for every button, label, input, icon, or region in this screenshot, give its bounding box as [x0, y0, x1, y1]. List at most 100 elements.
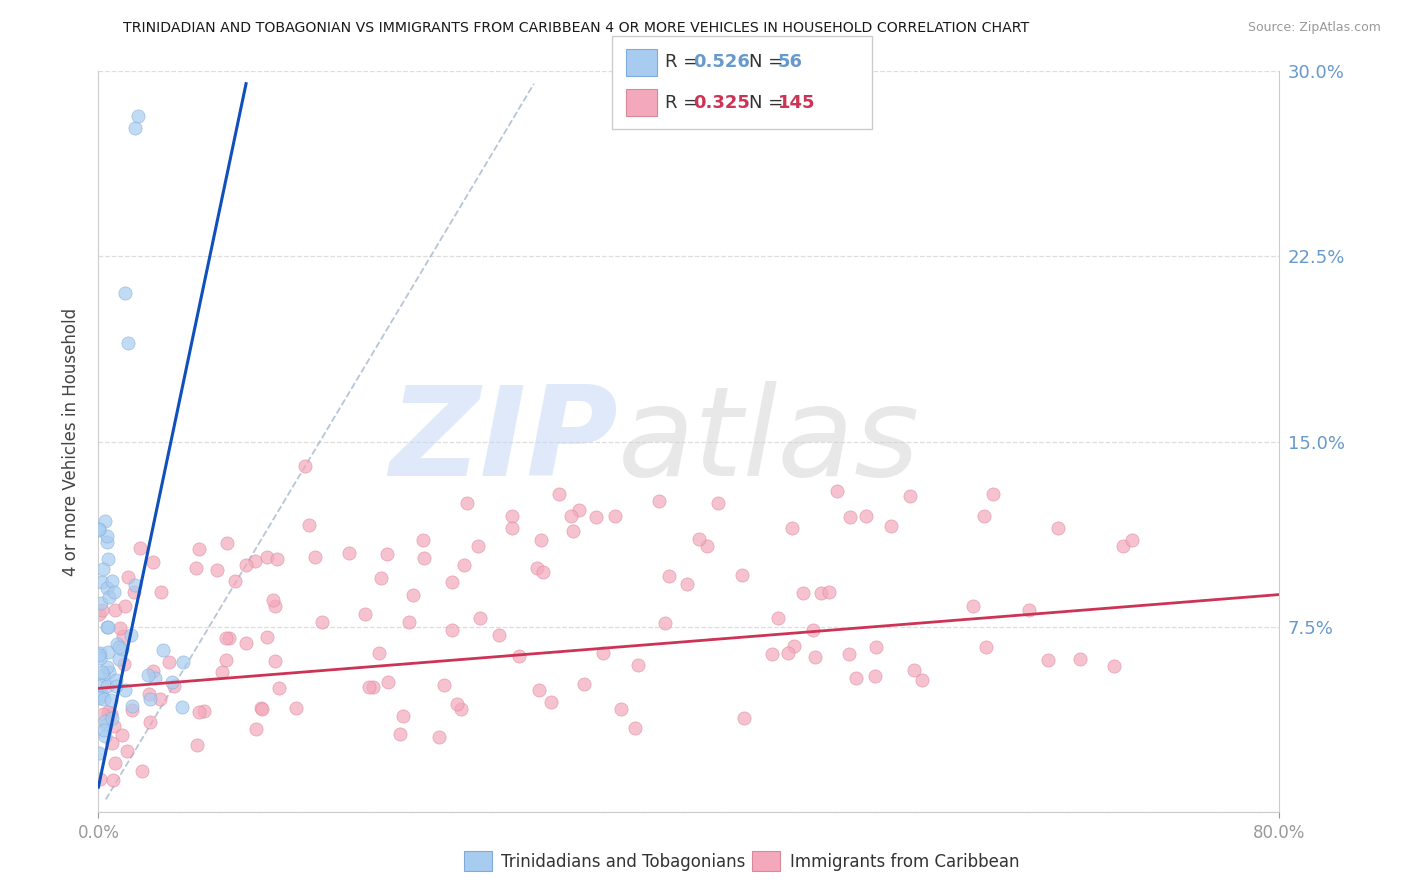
- Point: [250, 702, 273, 716]
- Point: [1036, 653, 1059, 667]
- Text: 56: 56: [778, 54, 803, 71]
- Point: [101, 711, 124, 725]
- Point: [731, 568, 754, 582]
- Point: [450, 702, 472, 716]
- Point: [804, 649, 827, 664]
- Point: [104, 679, 127, 693]
- Point: [250, 701, 273, 715]
- Point: [96, 660, 118, 674]
- Point: [218, 631, 240, 645]
- Point: [839, 510, 862, 524]
- Point: [605, 508, 627, 523]
- Point: [392, 709, 415, 723]
- Point: [96, 534, 118, 549]
- Point: [90, 678, 112, 692]
- Text: Trinidadians and Tobagonians: Trinidadians and Tobagonians: [501, 853, 745, 871]
- Point: [526, 561, 548, 575]
- Y-axis label: 4 or more Vehicles in Household: 4 or more Vehicles in Household: [62, 308, 80, 575]
- Point: [377, 675, 399, 690]
- Point: [110, 728, 132, 742]
- Point: [256, 549, 278, 564]
- Point: [294, 459, 316, 474]
- Text: TRINIDADIAN AND TOBAGONIAN VS IMMIGRANTS FROM CARIBBEAN 4 OR MORE VEHICLES IN HO: TRINIDADIAN AND TOBAGONIAN VS IMMIGRANTS…: [124, 21, 1029, 36]
- Point: [361, 681, 384, 695]
- Point: [245, 722, 267, 736]
- Point: [792, 586, 814, 600]
- Point: [562, 524, 585, 538]
- Point: [402, 588, 425, 602]
- Text: atlas: atlas: [619, 381, 920, 502]
- Point: [149, 691, 172, 706]
- Point: [245, 554, 267, 568]
- Point: [117, 335, 139, 350]
- Point: [298, 518, 321, 533]
- Point: [962, 599, 984, 613]
- Point: [375, 548, 398, 562]
- Point: [101, 736, 124, 750]
- Point: [91, 706, 114, 721]
- Point: [124, 121, 146, 136]
- Point: [981, 487, 1004, 501]
- Point: [93, 562, 115, 576]
- Point: [163, 679, 186, 693]
- Point: [903, 663, 925, 677]
- Point: [1102, 658, 1125, 673]
- Text: Immigrants from Caribbean: Immigrants from Caribbean: [790, 853, 1019, 871]
- Point: [89, 747, 111, 761]
- Point: [488, 628, 510, 642]
- Point: [90, 603, 112, 617]
- Point: [688, 532, 710, 546]
- Point: [1112, 539, 1135, 553]
- Point: [188, 705, 211, 719]
- Point: [413, 551, 436, 566]
- Point: [568, 503, 591, 517]
- Point: [817, 585, 839, 599]
- Point: [114, 599, 136, 613]
- Point: [142, 664, 165, 678]
- Point: [96, 679, 118, 693]
- Point: [585, 509, 607, 524]
- Point: [825, 483, 848, 498]
- Point: [89, 772, 111, 786]
- Point: [127, 109, 149, 123]
- Point: [235, 558, 257, 572]
- Point: [93, 692, 115, 706]
- Point: [501, 509, 523, 524]
- Text: N =: N =: [749, 54, 789, 71]
- Point: [121, 703, 143, 717]
- Point: [103, 719, 125, 733]
- Point: [880, 518, 903, 533]
- Point: [696, 539, 718, 553]
- Point: [87, 524, 110, 538]
- Point: [256, 631, 278, 645]
- Point: [311, 615, 333, 629]
- Point: [188, 542, 211, 557]
- Point: [855, 508, 877, 523]
- Point: [139, 692, 162, 706]
- Text: 0.526: 0.526: [693, 54, 749, 71]
- Point: [172, 655, 194, 669]
- Point: [654, 616, 676, 631]
- Point: [453, 558, 475, 573]
- Point: [87, 690, 110, 705]
- Point: [108, 622, 131, 636]
- Point: [90, 596, 112, 610]
- Point: [1069, 652, 1091, 666]
- Point: [96, 620, 118, 634]
- Point: [186, 738, 208, 752]
- Point: [782, 521, 804, 535]
- Point: [112, 629, 135, 643]
- Point: [89, 607, 111, 621]
- Point: [100, 707, 122, 722]
- Point: [94, 714, 117, 728]
- Point: [150, 585, 173, 599]
- Point: [467, 539, 489, 553]
- Point: [648, 493, 671, 508]
- Text: Source: ZipAtlas.com: Source: ZipAtlas.com: [1247, 21, 1381, 35]
- Point: [97, 705, 120, 719]
- Point: [838, 647, 860, 661]
- Point: [1121, 533, 1143, 548]
- Point: [120, 628, 142, 642]
- Point: [89, 648, 111, 662]
- Point: [138, 687, 160, 701]
